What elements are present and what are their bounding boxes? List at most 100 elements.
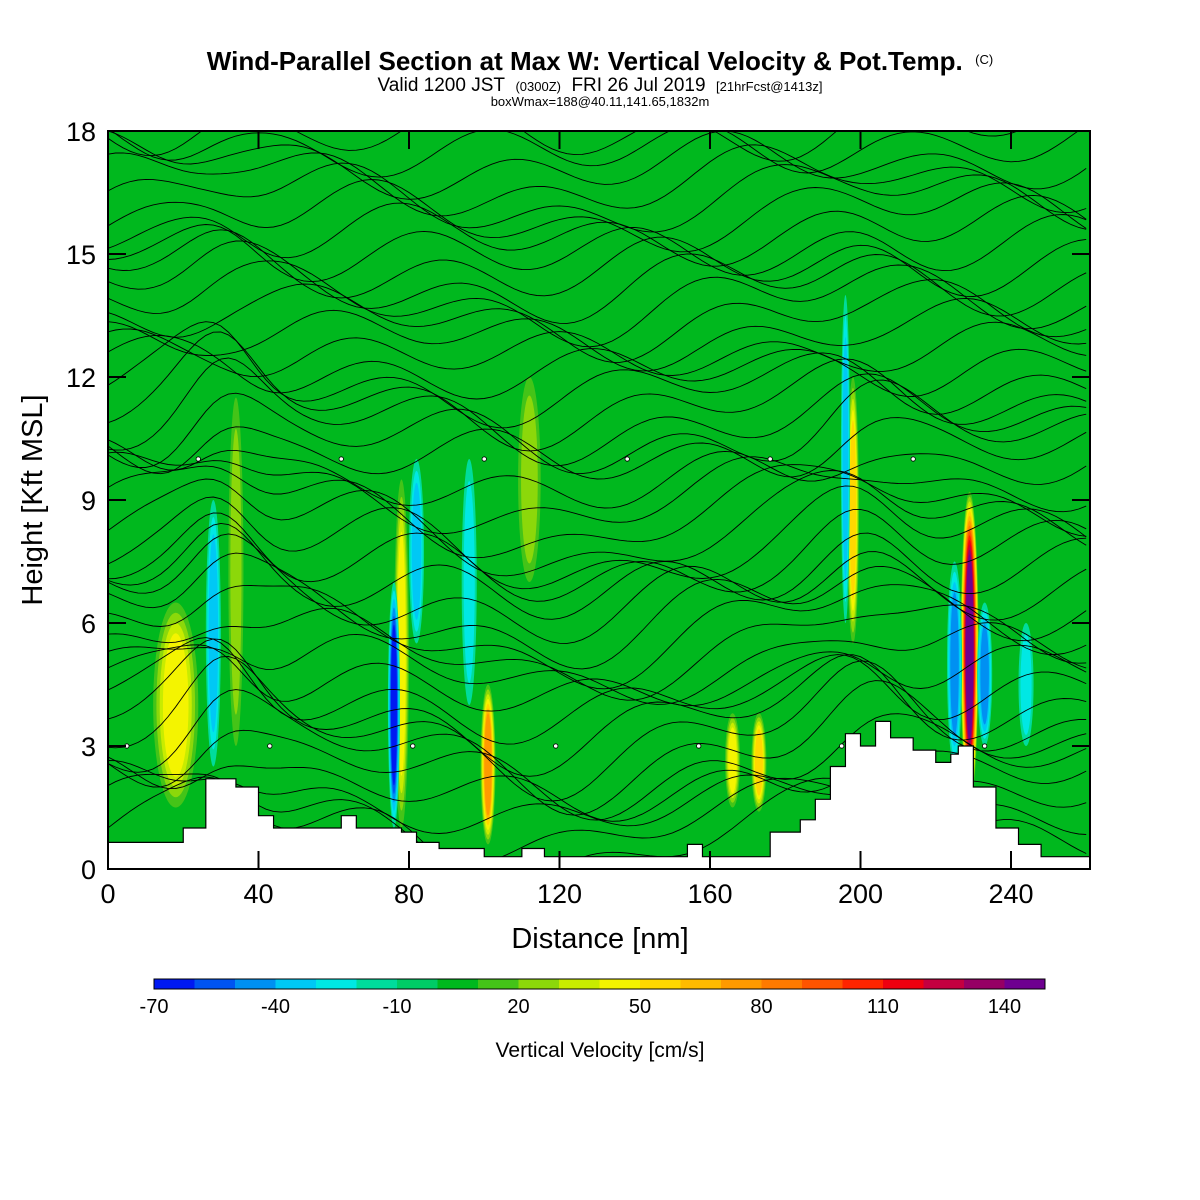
theta-contour	[108, 229, 1087, 299]
theta-contour	[108, 713, 1087, 821]
updraft-level	[965, 554, 974, 741]
downdraft-6	[977, 602, 993, 746]
updraft-level	[484, 713, 492, 816]
theta-contour	[108, 179, 1087, 253]
theta-contour	[108, 279, 1087, 363]
colorbar-swatch	[559, 979, 600, 989]
colorbar-swatch	[478, 979, 519, 989]
x-tick-label: 120	[537, 879, 582, 909]
downdraft-level	[411, 482, 422, 620]
colorbar-swatch	[923, 979, 965, 989]
theta-contour	[108, 522, 1087, 620]
colorbar-swatch	[154, 979, 195, 989]
y-axis-label: Height [Kft MSL]	[17, 394, 49, 605]
wind-barb-marker	[624, 456, 630, 462]
wind-barb-marker	[410, 743, 416, 749]
x-tick-label: 0	[100, 879, 115, 909]
theta-contour	[108, 162, 1087, 233]
theta-contour	[108, 680, 1087, 816]
colorbar-tick-label: 140	[988, 996, 1021, 1018]
colorbar-tick-label: -40	[261, 996, 290, 1018]
wind-barb-marker	[696, 743, 702, 749]
y-tick-label: 6	[81, 609, 96, 639]
chart-title: Wind-Parallel Section at Max W: Vertical…	[207, 46, 993, 76]
downdraft-level	[1020, 634, 1032, 735]
theta-contour	[108, 644, 1087, 712]
colorbar-tick-label: 110	[867, 996, 899, 1018]
colorbar-swatch	[802, 979, 843, 989]
colorbar-swatch	[640, 979, 681, 989]
theta-contour	[108, 331, 1087, 452]
colorbar-swatch	[235, 979, 276, 989]
colorbar-swatch	[275, 979, 317, 989]
updraft-3	[480, 684, 496, 845]
theta-contour	[108, 508, 1087, 602]
theta-contour	[108, 321, 1087, 429]
colorbar-tick-label: 50	[629, 996, 651, 1018]
theta-contour	[108, 297, 1087, 372]
colorbar-swatch	[883, 979, 924, 989]
downdraft-level	[980, 624, 989, 725]
colorbar-swatch	[842, 979, 884, 989]
colorbar-swatch	[761, 979, 803, 989]
wind-barb-marker	[910, 456, 916, 462]
theta-contour	[108, 584, 1087, 690]
subtitle-zulu: (0300Z)	[515, 79, 561, 94]
colorbar-swatch	[721, 979, 762, 989]
colorbar-swatch	[680, 979, 722, 989]
subtitle-forecast: [21hrFcst@1413z]	[716, 79, 822, 94]
wind-barbs	[124, 456, 988, 749]
theta-contour	[108, 637, 1087, 745]
theta-contour	[108, 417, 1087, 480]
theta-contour	[108, 144, 1087, 217]
colorbar-swatch	[518, 979, 560, 989]
theta-contour	[108, 451, 1087, 534]
wind-barb-marker	[481, 456, 487, 462]
y-tick-label: 18	[66, 117, 96, 147]
updraft-level	[728, 727, 737, 794]
y-tick-label: 0	[81, 855, 96, 885]
downdraft-5	[947, 561, 963, 767]
downdraft-7	[1018, 623, 1034, 746]
copyright-mark: (C)	[975, 52, 993, 67]
downdraft-1	[387, 582, 400, 828]
theta-contour	[108, 464, 1087, 559]
theta-contour	[108, 379, 1087, 475]
wind-barb-marker	[195, 456, 201, 462]
updraft-7	[846, 377, 859, 644]
colorbar-frame	[153, 978, 1046, 990]
updraft-level	[162, 633, 189, 777]
theta-contour	[108, 321, 1087, 378]
colorbar-label: Vertical Velocity [cm/s]	[496, 1039, 705, 1062]
wind-barb-marker	[338, 456, 344, 462]
axes: 0 40 80 120 160 200 240 0 3 6 9 12 15 18	[66, 117, 1090, 909]
downdraft-3	[461, 459, 477, 705]
theta-contour	[108, 470, 1087, 577]
updraft-0	[153, 602, 199, 808]
downdraft-level	[463, 481, 475, 683]
wind-barb-marker	[553, 743, 559, 749]
subtitle-valid: Valid 1200 JST	[378, 75, 506, 96]
theta-contour	[108, 439, 1087, 509]
theta-contour	[108, 357, 1087, 467]
colorbar-tick-label: -10	[383, 996, 412, 1018]
theta-contour	[108, 194, 1087, 267]
x-tick-label: 80	[394, 879, 424, 909]
theta-contour	[108, 131, 1019, 162]
plot-area	[108, 131, 1090, 869]
subtitle-date: FRI 26 Jul 2019	[571, 75, 705, 96]
theta-contour	[108, 335, 1087, 400]
wind-barb-marker	[982, 743, 988, 749]
wind-barb-marker	[267, 743, 273, 749]
terrain-mask	[108, 720, 1090, 869]
updraft-level	[230, 428, 242, 715]
downdraft-2	[408, 459, 425, 644]
colorbar-swatch	[437, 979, 479, 989]
x-tick-label: 40	[243, 879, 273, 909]
updraft-level	[849, 420, 857, 600]
updraft-6	[751, 713, 767, 812]
chart-subtitle: Valid 1200 JST (0300Z) FRI 26 Jul 2019 […	[378, 75, 823, 96]
colorbar-tick-label: 80	[750, 996, 772, 1018]
theta-contour	[110, 131, 1079, 178]
